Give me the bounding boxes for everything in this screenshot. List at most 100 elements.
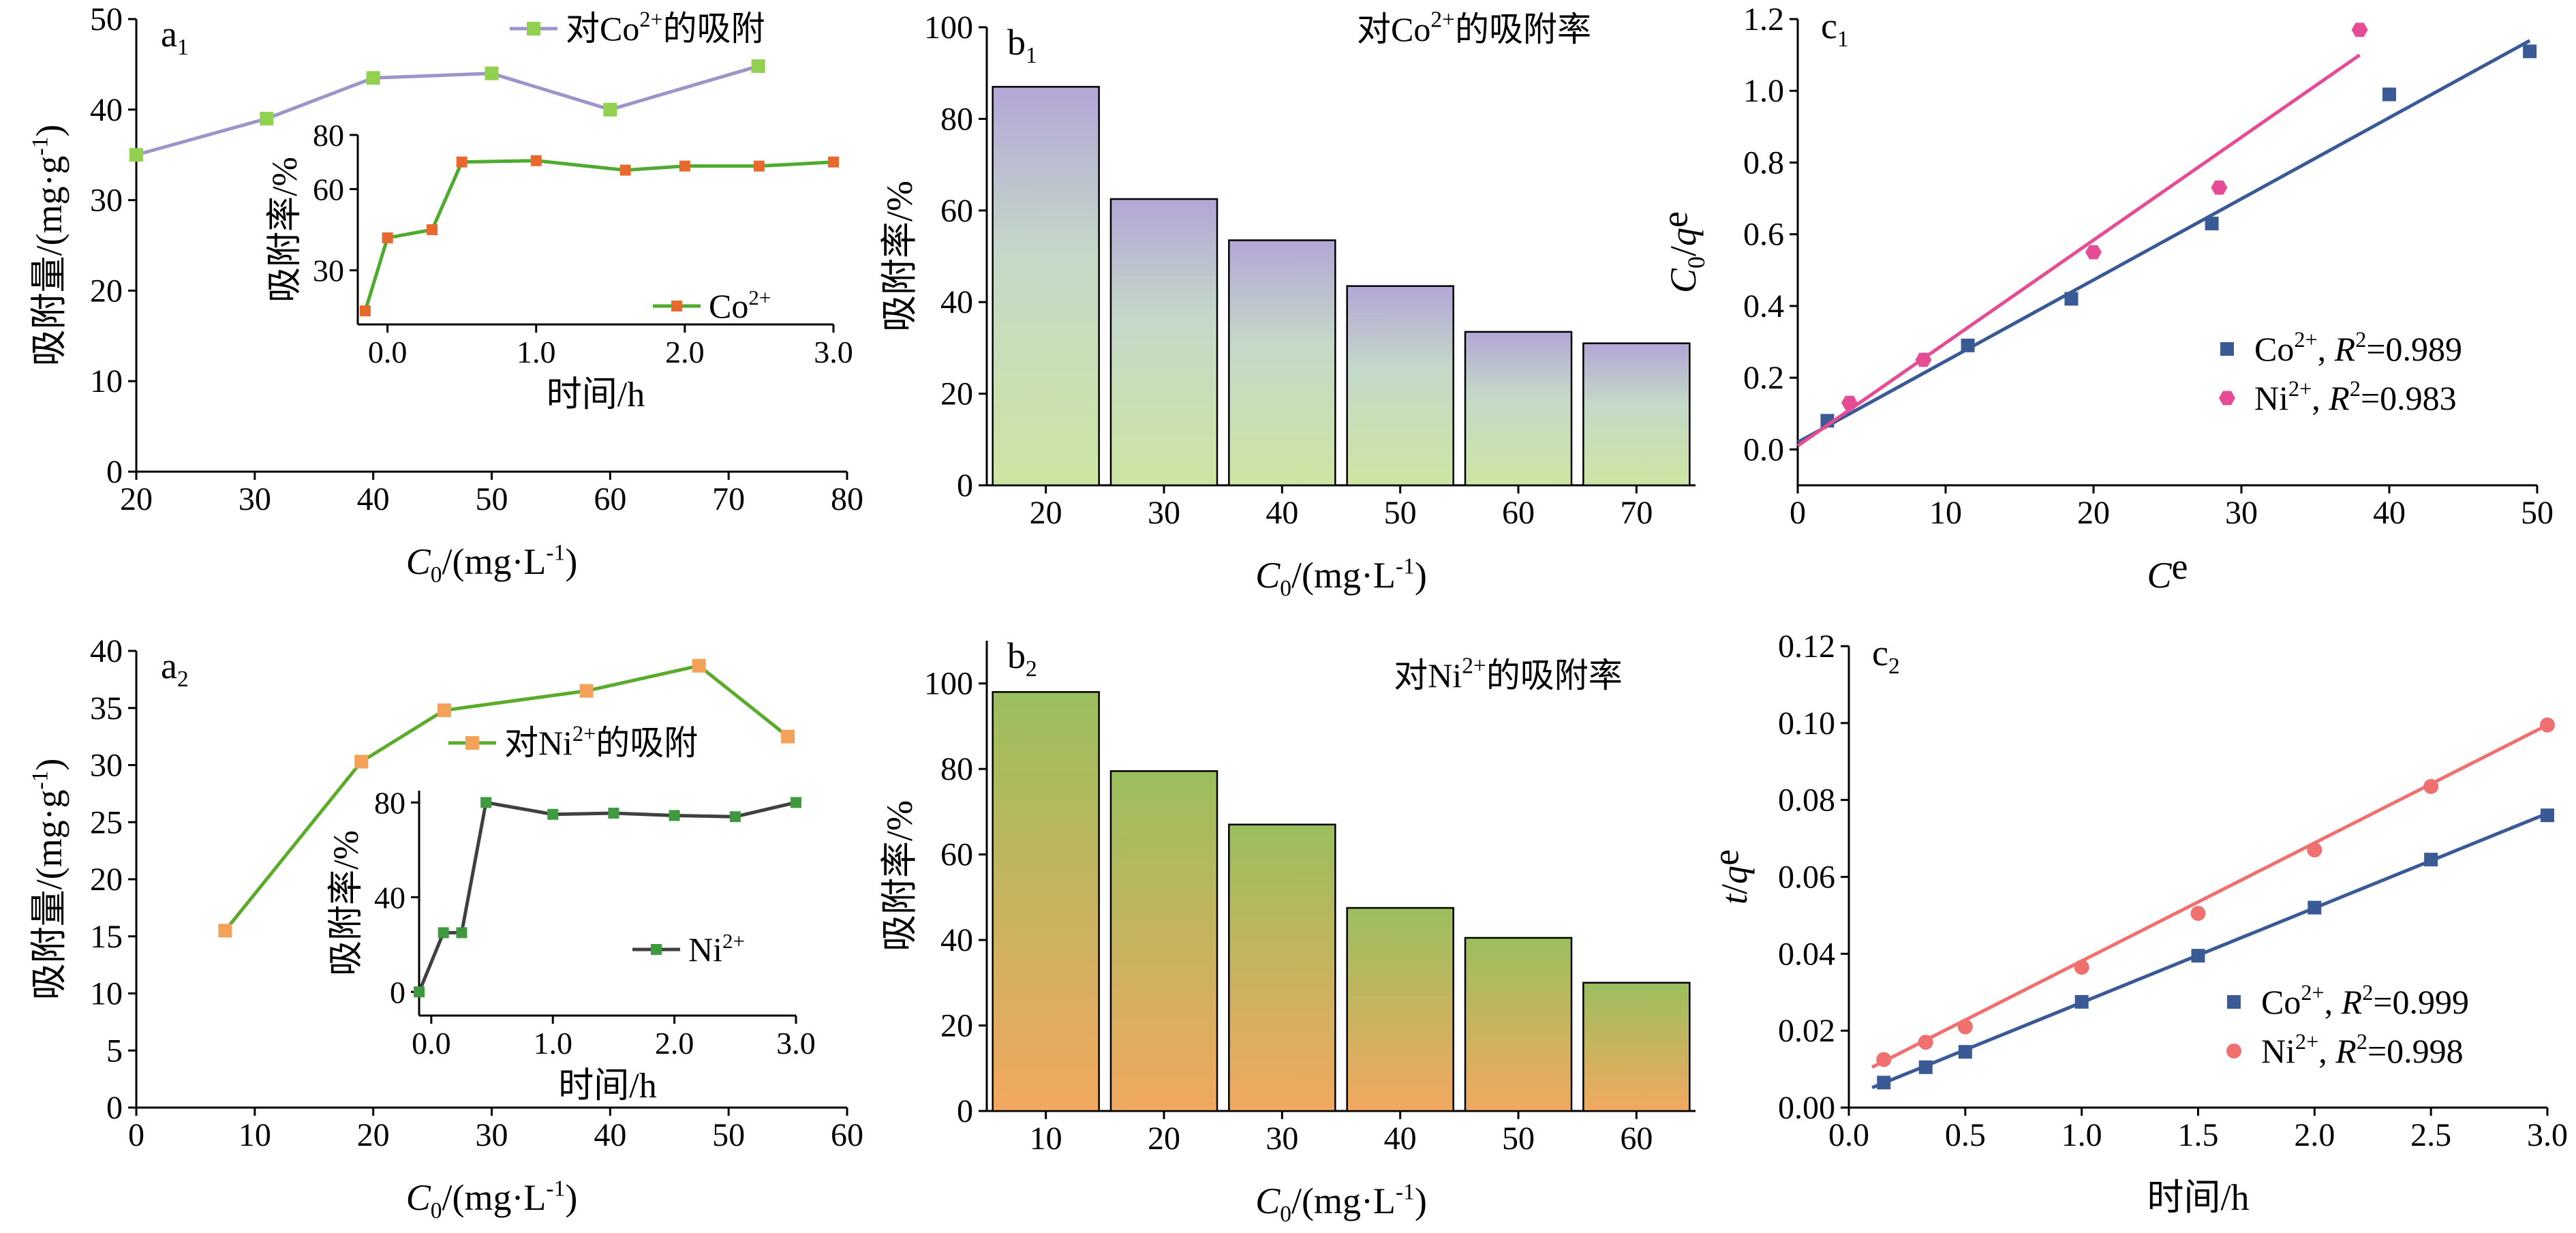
x-tick-label: 40 bbox=[357, 481, 390, 517]
x-tick-label: 20 bbox=[1148, 1121, 1180, 1157]
legend-marker bbox=[2219, 391, 2235, 406]
x-tick-label: 10 bbox=[239, 1117, 271, 1153]
x-tick-label: 2.0 bbox=[2294, 1117, 2335, 1153]
y-tick-label: 100 bbox=[924, 666, 973, 702]
x-tick-label: 50 bbox=[2521, 495, 2554, 531]
data-point bbox=[692, 658, 706, 673]
data-point bbox=[2191, 949, 2205, 963]
y-tick-label: 25 bbox=[90, 804, 123, 840]
data-point bbox=[751, 59, 765, 74]
data-point bbox=[2211, 180, 2228, 195]
panel-label: c2​ bbox=[1872, 633, 1900, 679]
legend-swatch-marker bbox=[527, 22, 540, 35]
x-tick-label: 1.0 bbox=[517, 335, 556, 369]
x-tick-label: 0 bbox=[1790, 495, 1806, 531]
inset-legend-label: Ni2+​ bbox=[688, 929, 745, 969]
y-axis-title: 吸附量/(mg·g-1​) bbox=[27, 759, 70, 1001]
x-tick-label: 2.5 bbox=[2410, 1117, 2451, 1153]
x-tick-label: 50 bbox=[712, 1117, 745, 1153]
inset-data-point bbox=[608, 808, 619, 819]
inset-data-point bbox=[414, 986, 425, 998]
y-tick-label: 0.00 bbox=[1778, 1090, 1835, 1126]
x-tick-label: 60 bbox=[594, 481, 626, 517]
y-tick-label: 0.12 bbox=[1778, 628, 1835, 665]
x-tick-label: 40 bbox=[1266, 495, 1298, 531]
panel-c1: 0 10 20 30 40 50 0.0 0.2 0.4 0.6 0.8 1.0 1.2 c1​ C​e C0… bbox=[1654, 1, 2554, 596]
legend-swatch-marker bbox=[465, 736, 479, 750]
bar bbox=[1582, 342, 1691, 487]
y-axis-title: 吸附率/% bbox=[879, 181, 920, 332]
data-point bbox=[2085, 245, 2102, 260]
inset-legend-swatch-marker bbox=[651, 944, 662, 955]
x-tick-label: 50 bbox=[476, 481, 508, 517]
data-point bbox=[1915, 352, 1932, 367]
x-tick-label: 20 bbox=[357, 1117, 390, 1153]
x-tick-label: 3.0 bbox=[2527, 1117, 2568, 1153]
y-tick-label: 0.0 bbox=[1743, 431, 1784, 468]
x-tick-label: 40 bbox=[2373, 495, 2406, 531]
x-tick-label: 50 bbox=[1384, 495, 1417, 531]
inset-data-point bbox=[828, 156, 839, 168]
legend-label: Ni2+​, R2​=0.998 bbox=[2261, 1029, 2464, 1070]
legend-label: 对Ni2+​的吸附 bbox=[504, 721, 698, 762]
bar bbox=[1464, 937, 1573, 1112]
y-axis-title: C0​/q​e bbox=[1654, 211, 1710, 293]
y-tick-label: 5 bbox=[106, 1033, 123, 1069]
y-tick-label: 80 bbox=[313, 118, 344, 153]
x-axis-title: 时间/h bbox=[2147, 1177, 2249, 1218]
data-point bbox=[1957, 1019, 1973, 1035]
y-tick-label: 0.6 bbox=[1743, 217, 1784, 253]
bar bbox=[1346, 285, 1454, 487]
y-tick-label: 0 bbox=[106, 454, 123, 490]
data-point bbox=[2307, 900, 2322, 915]
y-tick-label: 20 bbox=[940, 376, 973, 412]
y-tick-label: 30 bbox=[90, 183, 123, 219]
x-axis-title: C0​/(mg·L-1​) bbox=[1255, 553, 1427, 600]
y-tick-label: 0 bbox=[957, 1093, 973, 1129]
inset-data-point bbox=[456, 927, 467, 939]
x-tick-label: 70 bbox=[1620, 495, 1653, 531]
y-tick-label: 30 bbox=[90, 748, 123, 784]
inset-data-point bbox=[679, 160, 690, 172]
y-tick-label: 0 bbox=[106, 1090, 123, 1126]
x-tick-label: 20 bbox=[1030, 495, 1062, 531]
y-tick-label: 0 bbox=[390, 975, 405, 1009]
legend-marker bbox=[2220, 342, 2234, 356]
x-tick-label: 1.5 bbox=[2178, 1117, 2219, 1153]
bar bbox=[1582, 981, 1691, 1112]
figure-layer: 2030405060708001020304050a1​C0​/(mg·L-1​… bbox=[27, 1, 2568, 1227]
y-tick-label: 0.08 bbox=[1778, 782, 1835, 819]
data-point bbox=[1961, 338, 1975, 352]
data-point bbox=[485, 66, 499, 80]
data-point bbox=[2074, 994, 2089, 1009]
y-tick-label: 15 bbox=[90, 919, 123, 955]
data-point bbox=[2424, 853, 2438, 867]
bar bbox=[992, 691, 1100, 1112]
inset-data-point bbox=[753, 160, 765, 172]
x-tick-label: 30 bbox=[1148, 495, 1180, 531]
data-point bbox=[2423, 778, 2439, 794]
legend-label: Co2+​, R2​=0.989 bbox=[2254, 327, 2462, 368]
x-tick-label: 1.0 bbox=[533, 1026, 572, 1061]
inset-data-point bbox=[456, 156, 467, 168]
y-tick-label: 20 bbox=[90, 273, 123, 309]
x-tick-label: 0.0 bbox=[368, 335, 408, 369]
x-tick-label: 3.0 bbox=[814, 335, 853, 369]
y-tick-label: 80 bbox=[374, 785, 405, 820]
data-point bbox=[1877, 1076, 1891, 1090]
bar bbox=[1228, 239, 1336, 487]
inset-data-point bbox=[530, 155, 542, 166]
y-tick-label: 0.4 bbox=[1743, 288, 1784, 324]
inset-y-title: 吸附率/% bbox=[266, 157, 305, 303]
bar bbox=[1346, 907, 1454, 1112]
data-point bbox=[1876, 1052, 1892, 1067]
inset-series-line bbox=[417, 800, 797, 993]
fit-line bbox=[1796, 39, 2531, 444]
x-tick-label: 80 bbox=[831, 481, 863, 517]
y-tick-label: 60 bbox=[313, 172, 344, 207]
y-tick-label: 40 bbox=[374, 880, 405, 915]
data-point bbox=[2190, 906, 2206, 922]
x-tick-label: 0.0 bbox=[1828, 1117, 1869, 1153]
x-tick-label: 40 bbox=[1384, 1121, 1417, 1157]
